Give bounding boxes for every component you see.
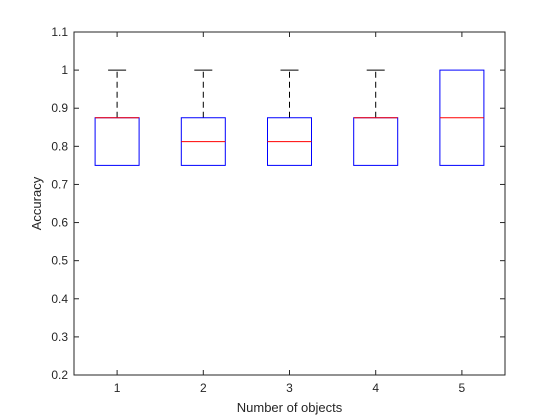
y-tick-label: 0.2 [51, 368, 68, 382]
y-tick-label: 0.8 [51, 139, 68, 153]
box-series [94, 69, 485, 166]
plot-area [73, 31, 506, 376]
y-tick-label: 0.5 [51, 254, 68, 268]
y-tick-label: 0.4 [51, 292, 68, 306]
y-tick-label: 0.6 [51, 216, 68, 230]
x-tick-label: 1 [114, 381, 121, 395]
x-tick-label: 5 [459, 381, 466, 395]
box-group-4 [353, 69, 399, 166]
box-group-5 [439, 69, 485, 166]
y-tick-label: 0.3 [51, 330, 68, 344]
y-tick-label: 0.7 [51, 177, 68, 191]
y-tick-label: 0.9 [51, 101, 68, 115]
plot-frame [73, 31, 506, 376]
box-group-2 [180, 69, 226, 166]
x-axis-label: Number of objects [237, 400, 343, 415]
y-axis-ticks: 0.2 0.3 0.4 0.5 0.6 0.7 0.8 0.9 1 1.1 [51, 25, 505, 382]
x-axis-ticks: 1 2 3 4 5 [114, 32, 466, 395]
x-tick-label: 2 [200, 381, 207, 395]
box-group-3 [267, 69, 312, 166]
y-tick-label: 1 [61, 63, 68, 77]
box-group-1 [94, 69, 140, 166]
y-axis-label: Accuracy [29, 176, 44, 230]
x-tick-label: 4 [372, 381, 379, 395]
x-tick-label: 3 [286, 381, 293, 395]
y-tick-label: 1.1 [51, 25, 68, 39]
